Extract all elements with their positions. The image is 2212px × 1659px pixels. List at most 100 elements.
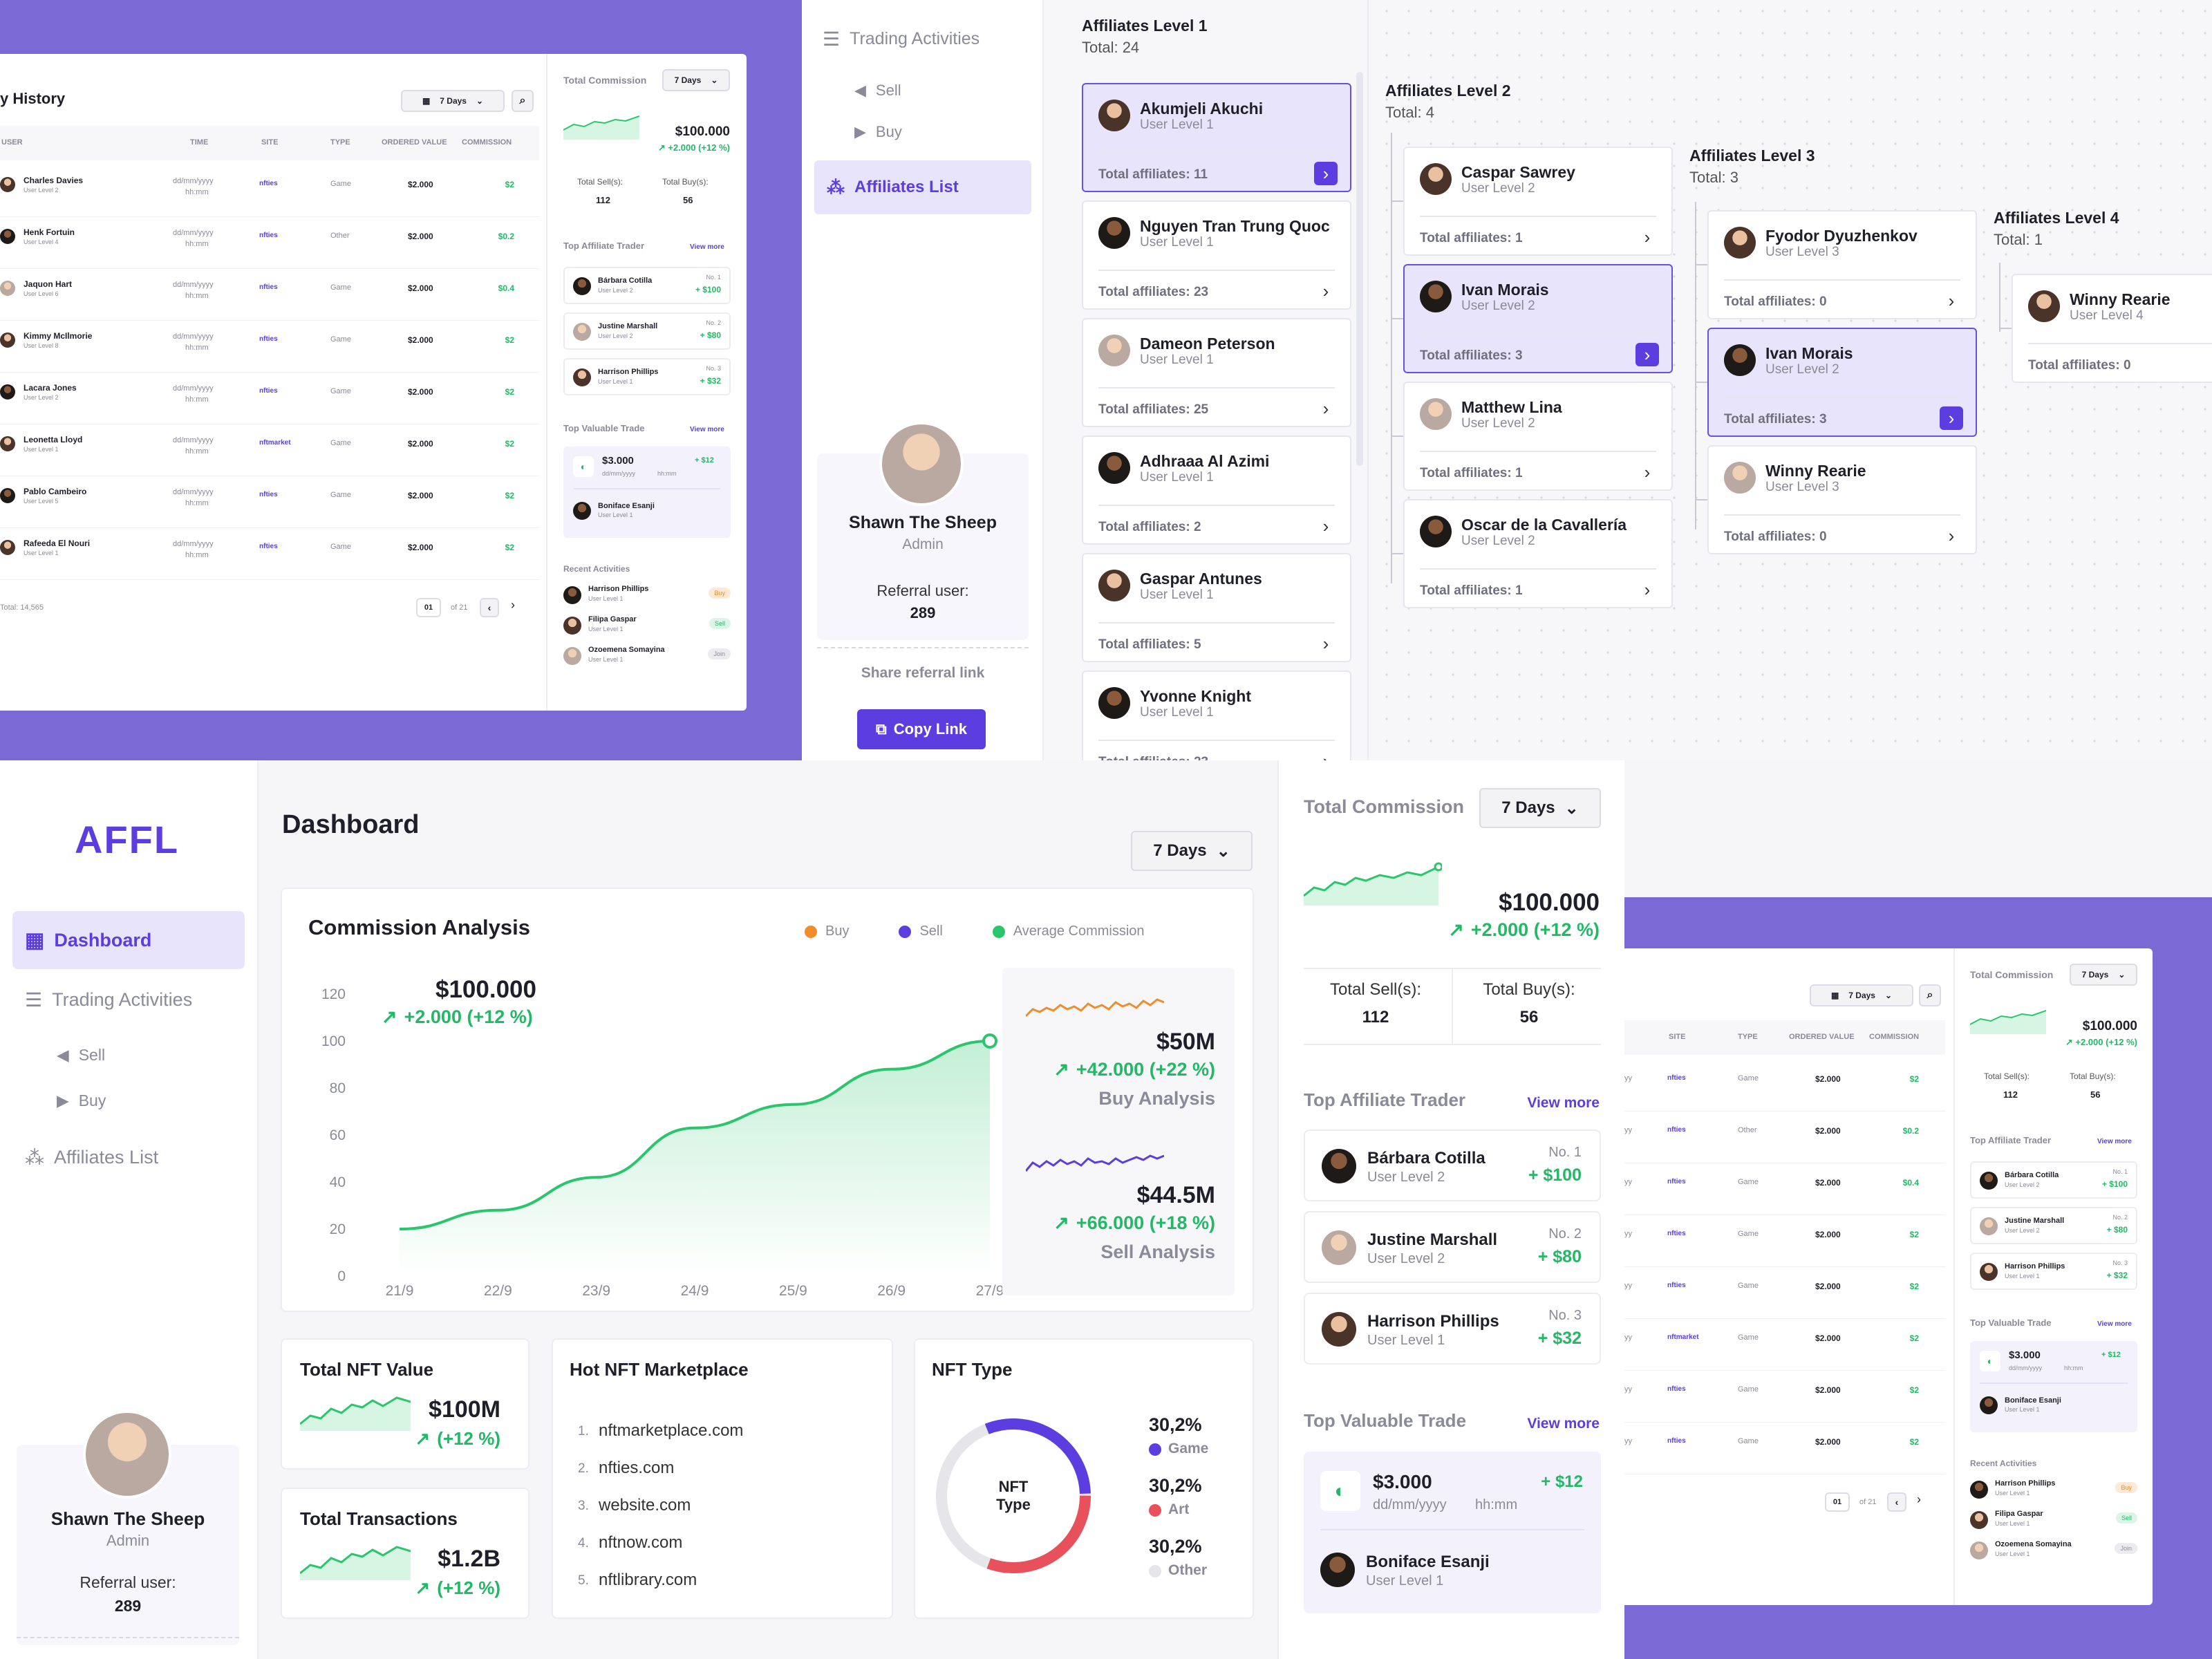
chevron-right-icon[interactable]: ›	[1940, 406, 1963, 430]
copy-link-button[interactable]: ⧉ Copy Link	[857, 709, 986, 749]
nav-sell[interactable]: ◀ Sell	[854, 82, 901, 100]
row-site[interactable]: nfties	[1667, 1178, 1686, 1185]
top-trade-view-more[interactable]: View more	[1527, 1416, 1600, 1432]
affiliate-card[interactable]: Caspar Sawrey User Level 2 Total affiliate…	[1403, 147, 1673, 256]
nav-buy[interactable]: ▶ Buy	[854, 123, 902, 141]
trader-card[interactable]: Justine Marshall User Level 2 No. 2 + $80	[1304, 1211, 1601, 1283]
table-row[interactable]: yy nfties Game $2.000 $2	[1624, 1268, 1945, 1319]
activity-item[interactable]: Filipa Gaspar User Level 1 Sell	[1970, 1508, 2137, 1533]
small-view-more-2[interactable]: View more	[2097, 1320, 2132, 1328]
chevron-right-icon[interactable]: ›	[1635, 343, 1659, 366]
data-point[interactable]	[982, 1033, 997, 1049]
nav-buy[interactable]: ▶ Buy	[44, 1071, 276, 1130]
search-button[interactable]: ⌕	[512, 90, 534, 112]
affiliate-card[interactable]: Winny Rearie User Level 3 Total affiliates…	[1707, 445, 1977, 554]
affiliate-card[interactable]: Nguyen Tran Trung Quoc User Level 1 Total …	[1082, 200, 1351, 310]
small-period-select[interactable]: 7 Days ⌄	[2070, 964, 2137, 986]
activity-item[interactable]: Harrison Phillips User Level 1 Buy	[1970, 1478, 2137, 1503]
chevron-right-icon[interactable]: ›	[1322, 632, 1329, 654]
page-input[interactable]: 01	[416, 598, 441, 617]
nav-sell[interactable]: ◀ Sell	[44, 1026, 276, 1084]
page-input[interactable]: 01	[1825, 1492, 1850, 1512]
small-view-more[interactable]: View more	[2097, 1138, 2132, 1145]
chevron-right-icon[interactable]: ›	[1644, 226, 1651, 247]
market-item[interactable]: nftmarketplace.com	[599, 1421, 744, 1440]
table-row[interactable]: Jaquon Hart User Level 6 dd/mm/yyyy hh:mm nf…	[0, 270, 539, 321]
row-site[interactable]: nftmarket	[259, 439, 291, 447]
row-site[interactable]: nfties	[259, 387, 278, 395]
table-row[interactable]: Lacara Jones User Level 2 dd/mm/yyyy hh:mm n…	[0, 373, 539, 424]
row-site[interactable]: nfties	[1667, 1385, 1686, 1393]
top-trader-view-more[interactable]: View more	[1527, 1095, 1600, 1111]
affiliate-card[interactable]: Ivan Morais User Level 2 Total affiliates:…	[1403, 264, 1673, 373]
chevron-right-icon[interactable]: ›	[1314, 162, 1338, 185]
small-date-select[interactable]: ▦ 7 Days ⌄	[1810, 984, 1913, 1006]
table-row[interactable]: Rafeeda El Nouri User Level 1 dd/mm/yyyy hh…	[0, 529, 539, 580]
affiliate-card[interactable]: Dameon Peterson User Level 1 Total affilia…	[1082, 318, 1351, 427]
table-row[interactable]: Charles Davies User Level 2 dd/mm/yyyy hh:m…	[0, 166, 539, 217]
chevron-right-icon[interactable]: ›	[1322, 397, 1329, 419]
row-site[interactable]: nfties	[1667, 1074, 1686, 1082]
chevron-right-icon[interactable]: ›	[1948, 525, 1955, 546]
market-item[interactable]: nftlibrary.com	[599, 1571, 697, 1589]
chevron-right-icon[interactable]: ›	[1644, 579, 1651, 600]
table-row[interactable]: Pablo Cambeiro User Level 5 dd/mm/yyyy hh:m…	[0, 477, 539, 528]
trader-card[interactable]: Harrison Phillips User Level 1 No. 3 + $32	[1970, 1253, 2137, 1290]
small-search-button[interactable]: ⌕	[1919, 984, 1941, 1006]
period-select[interactable]: 7 Days ⌄	[1131, 831, 1253, 871]
affiliate-card[interactable]: Matthew Lina User Level 2 Total affiliates…	[1403, 382, 1673, 491]
nav-affiliates-list[interactable]: ⁂ Affiliates List	[12, 1128, 245, 1186]
affiliate-card[interactable]: Fyodor Dyuzhenkov User Level 3 Total affil…	[1707, 210, 1977, 319]
affiliate-card[interactable]: Gaspar Antunes User Level 1 Total affiliat…	[1082, 553, 1351, 662]
prev-page-button[interactable]: ‹	[1887, 1492, 1906, 1512]
activity-item[interactable]: Harrison Phillips User Level 1 Buy	[563, 583, 731, 608]
mini-view-more-2[interactable]: View more	[690, 426, 724, 433]
table-row[interactable]: yy nfties Game $2.000 $2	[1624, 1060, 1945, 1112]
date-range-select[interactable]: ▦ 7 Days ⌄	[401, 90, 505, 112]
table-row[interactable]: Leonetta Lloyd User Level 1 dd/mm/yyyy hh:m…	[0, 425, 539, 476]
row-site[interactable]: nfties	[259, 543, 278, 550]
trader-card[interactable]: Harrison Phillips User Level 1 No. 3 + $32	[1304, 1293, 1601, 1365]
table-row[interactable]: yy nfties Game $2.000 $2	[1624, 1216, 1945, 1267]
row-site[interactable]: nfties	[259, 232, 278, 239]
table-row[interactable]: yy nftmarket Game $2.000 $2	[1624, 1320, 1945, 1371]
trader-card[interactable]: Justine Marshall User Level 2 No. 2 + $80	[563, 312, 731, 350]
level1-scrollbar[interactable]	[1356, 72, 1363, 466]
nav-affiliates-list[interactable]: ⁂ Affiliates List	[814, 160, 1031, 214]
chevron-right-icon[interactable]: ›	[1948, 290, 1955, 311]
table-row[interactable]: yy nfties Game $2.000 $2	[1624, 1423, 1945, 1474]
activity-item[interactable]: Ozoemena Somayina User Level 1 Join	[1970, 1539, 2137, 1564]
row-site[interactable]: nfties	[259, 335, 278, 343]
market-item[interactable]: nftnow.com	[599, 1533, 683, 1552]
table-row[interactable]: yy nfties Other $2.000 $0.2	[1624, 1112, 1945, 1163]
row-site[interactable]: nfties	[259, 180, 278, 187]
row-site[interactable]: nfties	[259, 283, 278, 291]
chevron-right-icon[interactable]: ›	[1644, 461, 1651, 482]
trader-card[interactable]: Justine Marshall User Level 2 No. 2 + $80	[1970, 1207, 2137, 1244]
prev-page-button[interactable]: ‹	[480, 598, 499, 617]
table-row[interactable]: Kimmy McIlmorie User Level 8 dd/mm/yyyy hh:…	[0, 321, 539, 373]
affiliate-card[interactable]: Winny Rearie User Level 4 Total affiliates…	[2012, 274, 2212, 383]
affiliate-card[interactable]: Oscar de la Cavallería User Level 2 Total …	[1403, 499, 1673, 608]
affiliate-card[interactable]: Ivan Morais User Level 2 Total affiliates:…	[1707, 328, 1977, 437]
trader-card[interactable]: Bárbara Cotilla User Level 2 No. 1 + $100	[1970, 1161, 2137, 1199]
chevron-right-icon[interactable]: ›	[1322, 515, 1329, 536]
mini-view-more[interactable]: View more	[690, 243, 724, 251]
row-site[interactable]: nfties	[1667, 1282, 1686, 1289]
row-site[interactable]: nftmarket	[1667, 1333, 1699, 1341]
right-period-select[interactable]: 7 Days ⌄	[1479, 788, 1601, 828]
next-page-button[interactable]: ›	[1909, 1492, 1929, 1512]
activity-item[interactable]: Filipa Gaspar User Level 1 Sell	[563, 614, 731, 639]
trader-card[interactable]: Bárbara Cotilla User Level 2 No. 1 + $100	[1304, 1130, 1601, 1201]
activity-item[interactable]: Ozoemena Somayina User Level 1 Join	[563, 644, 731, 669]
market-item[interactable]: website.com	[599, 1496, 691, 1515]
nav-trading-activities[interactable]: ☰ Trading Activities	[12, 971, 245, 1029]
table-row[interactable]: yy nfties Game $2.000 $2	[1624, 1371, 1945, 1423]
trader-card[interactable]: Harrison Phillips User Level 1 No. 3 + $32	[563, 358, 731, 395]
trader-card[interactable]: Bárbara Cotilla User Level 2 No. 1 + $100	[563, 267, 731, 304]
affiliate-card[interactable]: Adhraaa Al Azimi User Level 1 Total affili…	[1082, 435, 1351, 545]
row-site[interactable]: nfties	[1667, 1230, 1686, 1237]
row-site[interactable]: nfties	[259, 491, 278, 498]
next-page-button[interactable]: ›	[503, 598, 523, 617]
table-row[interactable]: Henk Fortuin User Level 4 dd/mm/yyyy hh:mm n…	[0, 218, 539, 269]
